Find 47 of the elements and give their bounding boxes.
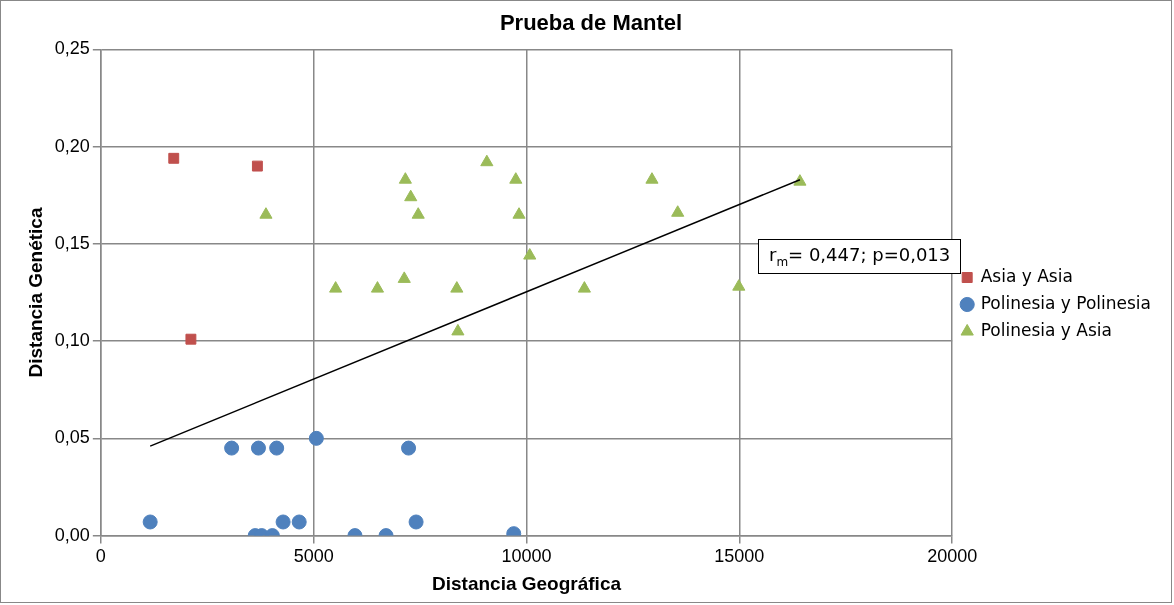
x-tick-label: 15000 xyxy=(714,546,765,567)
point xyxy=(224,440,240,456)
point xyxy=(291,514,307,530)
y-tick-label: 0,15 xyxy=(54,232,90,253)
y-tick-label: 0,25 xyxy=(54,38,90,59)
x-axis-title: Distancia Geográfica xyxy=(431,572,622,594)
point xyxy=(142,514,158,530)
point xyxy=(480,154,494,167)
point xyxy=(370,281,385,293)
x-tick-label: 10000 xyxy=(501,546,552,567)
point xyxy=(411,207,425,219)
point xyxy=(512,207,526,219)
legend-label: Polinesia y Polinesia xyxy=(980,292,1152,313)
point xyxy=(269,440,285,456)
point xyxy=(671,205,685,217)
point xyxy=(251,160,263,172)
point xyxy=(404,189,418,202)
point xyxy=(401,440,417,456)
legend-label: Asia y Asia xyxy=(980,265,1073,286)
point xyxy=(168,152,180,164)
chart-title: Prueba de Mantel xyxy=(499,10,683,36)
point xyxy=(275,514,291,530)
point xyxy=(577,281,591,293)
y-tick-label: 0,05 xyxy=(54,427,90,448)
x-tick-label: 0 xyxy=(95,546,106,567)
point xyxy=(259,207,273,219)
point xyxy=(645,172,659,184)
x-tick-label: 5000 xyxy=(293,546,334,567)
y-tick-label: 0,20 xyxy=(54,135,90,156)
point xyxy=(250,440,266,456)
x-tick-label: 20000 xyxy=(927,546,978,567)
point xyxy=(451,323,465,336)
point xyxy=(732,279,746,291)
point xyxy=(509,172,523,184)
point xyxy=(397,271,411,283)
y-axis-title: Distancia Genética xyxy=(24,207,46,378)
point xyxy=(408,514,424,530)
annotation: r$_{m}$= 0,447; p=0,013 xyxy=(769,244,951,269)
y-tick-label: 0,10 xyxy=(54,330,90,351)
point xyxy=(329,281,343,293)
point xyxy=(308,430,324,446)
point xyxy=(523,248,537,260)
point xyxy=(398,172,412,184)
point xyxy=(450,281,464,293)
y-tick-label: 0,00 xyxy=(54,524,90,545)
point xyxy=(185,333,197,345)
legend-label: Polinesia y Asia xyxy=(980,319,1112,340)
